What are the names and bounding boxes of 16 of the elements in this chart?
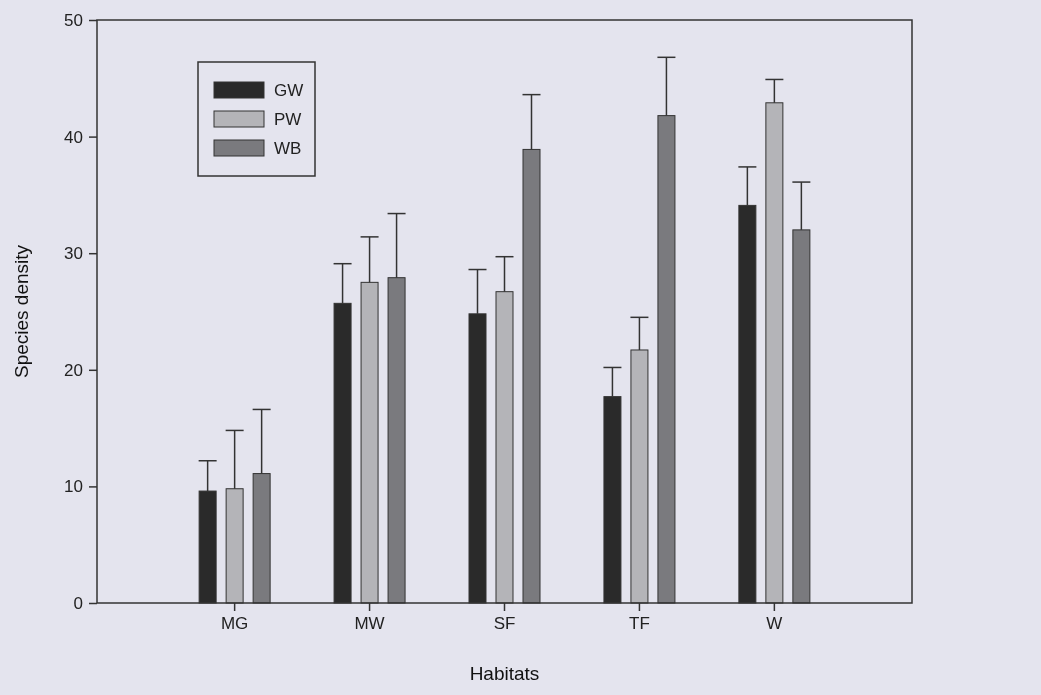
- legend-label: PW: [274, 110, 302, 129]
- y-tick-label: 10: [64, 477, 83, 497]
- y-tick-label: 40: [64, 127, 83, 147]
- x-axis-title: Habitats: [469, 663, 540, 684]
- legend-label: GW: [274, 81, 304, 100]
- x-tick-label: MG: [220, 614, 249, 634]
- y-tick-label: 30: [64, 244, 83, 264]
- x-tick-label: TF: [629, 614, 650, 634]
- y-tick-label: 20: [64, 360, 83, 380]
- x-tick-label: W: [766, 614, 783, 634]
- y-tick-label: 50: [64, 10, 83, 30]
- legend-label: WB: [274, 139, 302, 158]
- y-axis-title: Species density: [11, 244, 32, 379]
- y-tick-label: 0: [73, 593, 83, 613]
- x-tick-label: MW: [354, 614, 385, 634]
- x-tick-label: SF: [493, 614, 516, 634]
